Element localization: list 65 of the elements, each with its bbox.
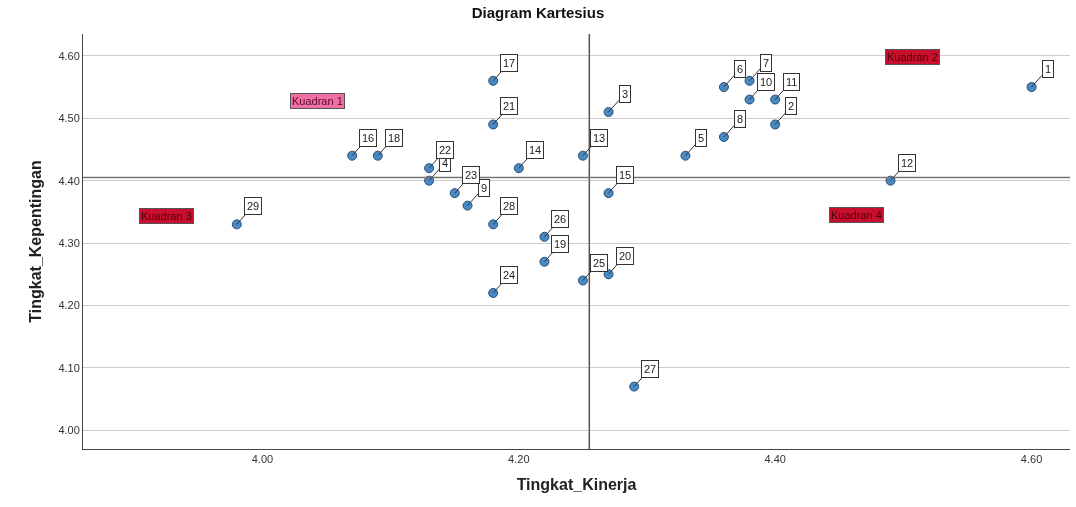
- point: [488, 287, 499, 298]
- y-tick-label: 4.60: [58, 49, 80, 62]
- annotation: 6: [737, 63, 744, 75]
- annotation: Kuadran 3: [141, 210, 192, 222]
- annotation: 29: [247, 200, 260, 212]
- point: [424, 163, 435, 174]
- y-tick-label: 4.50: [58, 112, 80, 125]
- point: [718, 82, 729, 93]
- annotation: 3: [622, 88, 629, 100]
- annotation: 5: [698, 132, 705, 144]
- point: [603, 107, 614, 118]
- point: [577, 150, 588, 161]
- annotation: 20: [619, 250, 632, 262]
- annotation: Kuadran 4: [831, 209, 882, 221]
- point: [231, 219, 242, 230]
- annotation: 16: [362, 132, 375, 144]
- annotation: 25: [593, 257, 606, 269]
- y-tick-label: 4.30: [58, 236, 80, 249]
- point: [539, 256, 550, 267]
- point: [462, 200, 473, 211]
- point: [539, 231, 550, 242]
- annotation: 21: [503, 100, 516, 112]
- y-tick-label: 4.00: [58, 424, 80, 437]
- x-tick-label: 4.20: [508, 453, 530, 466]
- annotation: 19: [554, 238, 567, 250]
- annotation: 24: [503, 269, 516, 281]
- annotation: 4: [442, 157, 449, 169]
- annotation: 10: [760, 76, 773, 88]
- point: [744, 75, 755, 86]
- point: [449, 188, 460, 199]
- annotation: 17: [503, 57, 516, 69]
- y-tick-label: 4.10: [58, 361, 80, 374]
- annotation: 12: [901, 157, 914, 169]
- x-tick-label: 4.00: [251, 453, 274, 466]
- annotation: Kuadran 2: [887, 51, 938, 63]
- x-tick-label: 4.40: [764, 453, 786, 466]
- annotation: 11: [786, 76, 798, 88]
- annotation: 13: [593, 132, 606, 144]
- annotation: 28: [503, 200, 516, 212]
- point: [513, 163, 524, 174]
- annotation: 1: [1045, 63, 1052, 75]
- annotation: 8: [737, 113, 744, 125]
- annotation: 9: [481, 182, 488, 194]
- annotation: 14: [529, 144, 542, 156]
- y-tick-label: 4.20: [58, 299, 80, 312]
- point: [603, 188, 614, 199]
- annotation: 18: [388, 132, 401, 144]
- x-axis-title: Tingkat_Kinerja: [516, 475, 637, 493]
- y-axis-title: Tingkat_Kepentingan: [27, 160, 45, 323]
- point: [744, 94, 755, 105]
- point: [680, 150, 691, 161]
- annotation: 27: [644, 363, 657, 375]
- y-tick-label: 4.40: [58, 174, 80, 187]
- annotation: 2: [788, 100, 795, 112]
- x-tick-label: 4.60: [1020, 453, 1043, 466]
- point: [1026, 82, 1037, 93]
- annotation: 22: [439, 144, 452, 156]
- annotation: 26: [554, 213, 567, 225]
- chart-title: Diagram Kartesius: [471, 4, 605, 22]
- annotation: 15: [619, 169, 632, 181]
- annotation: 23: [465, 169, 478, 181]
- point: [372, 150, 383, 161]
- point: [577, 275, 588, 286]
- annotation: 7: [763, 57, 770, 69]
- annotation: Kuadran 1: [292, 95, 343, 107]
